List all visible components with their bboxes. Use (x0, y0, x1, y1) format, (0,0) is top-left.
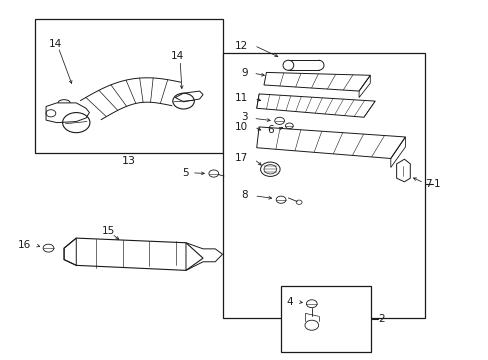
Text: 9: 9 (241, 68, 247, 78)
Text: 7: 7 (424, 179, 430, 189)
Text: 8: 8 (241, 190, 247, 200)
Text: 6: 6 (266, 125, 273, 135)
Text: 17: 17 (234, 153, 247, 163)
Text: 14: 14 (49, 39, 62, 49)
Text: 2: 2 (378, 314, 385, 324)
Text: 5: 5 (182, 168, 188, 178)
Bar (288, 60, 318, 70)
Text: 1: 1 (433, 179, 439, 189)
Text: 10: 10 (234, 122, 247, 132)
Text: 12: 12 (234, 41, 247, 50)
Bar (281, 286, 370, 352)
Text: 15: 15 (101, 226, 114, 236)
Text: 11: 11 (234, 93, 247, 103)
Ellipse shape (283, 60, 293, 70)
Text: 16: 16 (18, 239, 31, 249)
Text: 3: 3 (241, 112, 247, 122)
Text: 14: 14 (170, 51, 183, 61)
Text: 4: 4 (286, 297, 293, 307)
Bar (222, 53, 424, 318)
Text: 13: 13 (121, 156, 135, 166)
Bar (35, 19, 222, 153)
